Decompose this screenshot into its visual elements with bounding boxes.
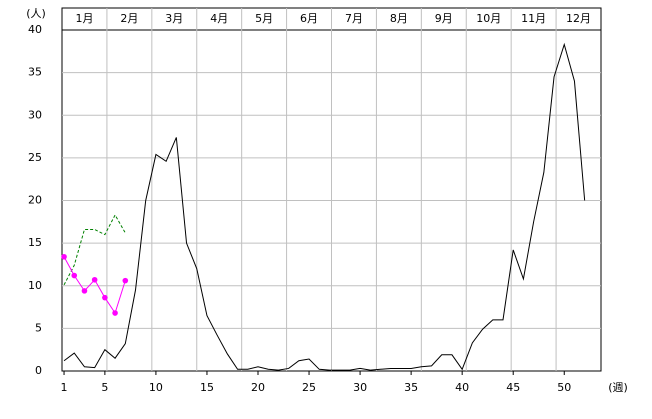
- month-label: 1月: [75, 12, 93, 25]
- x-tick-label: 10: [149, 381, 163, 394]
- month-label: 7月: [345, 12, 363, 25]
- point: [102, 294, 108, 301]
- x-tick-label: 40: [455, 381, 469, 394]
- point: [81, 288, 88, 294]
- month-label: 12月: [566, 12, 591, 25]
- x-tick-label: 15: [200, 381, 214, 394]
- y-tick-label: 15: [28, 236, 42, 249]
- month-label: 5月: [255, 12, 273, 25]
- month-label: 6月: [300, 12, 318, 25]
- y-tick-label: 5: [35, 321, 42, 334]
- point: [91, 276, 98, 283]
- month-label: 10月: [476, 12, 501, 25]
- y-tick-label: 30: [28, 108, 42, 121]
- y-tick-label: 0: [35, 364, 42, 377]
- y-tick-label: 40: [28, 23, 42, 36]
- y-tick-label: 25: [28, 151, 42, 164]
- point: [112, 310, 118, 316]
- x-tick-label: 50: [557, 381, 571, 394]
- month-label: 11月: [521, 12, 546, 25]
- series-line: [63, 256, 126, 315]
- x-tick-label: 45: [506, 381, 520, 394]
- series-line: [63, 42, 586, 371]
- x-tick-label: 20: [251, 381, 265, 394]
- point: [61, 253, 67, 260]
- x-tick-label: 30: [353, 381, 367, 394]
- point: [71, 272, 78, 279]
- x-tick-label: 5: [101, 381, 108, 394]
- y-tick-label: 20: [28, 194, 42, 207]
- month-label: 3月: [165, 12, 183, 25]
- month-label: 4月: [210, 12, 228, 25]
- y-axis-label: (人): [26, 7, 46, 20]
- point: [122, 277, 129, 284]
- x-tick-label: 1: [61, 381, 68, 394]
- x-axis-label: (週): [608, 381, 628, 394]
- y-tick-label: 10: [28, 279, 42, 292]
- month-label: 9月: [435, 12, 453, 25]
- series-line: [63, 213, 126, 286]
- month-label: 2月: [120, 12, 138, 25]
- month-label: 8月: [390, 12, 408, 25]
- y-tick-label: 35: [28, 66, 42, 79]
- x-tick-label: 35: [404, 381, 418, 394]
- x-tick-label: 25: [302, 381, 316, 394]
